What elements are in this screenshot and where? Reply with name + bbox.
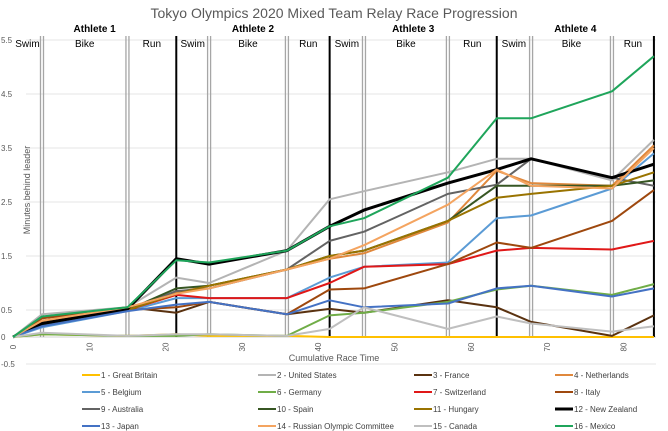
segment-label: Run: [624, 39, 642, 50]
y-tick-label: 0.5: [1, 306, 13, 315]
segment-label: Run: [299, 39, 317, 50]
y-axis-ticks: -0.5 0 0.5 1.5 2.5 3.5 4.5 5.5: [1, 36, 15, 369]
y-tick-label: -0.5: [1, 360, 15, 369]
legend-label: 8 - Italy: [574, 388, 600, 397]
y-tick-label: 5.5: [1, 36, 13, 45]
athlete-label: Athlete 2: [232, 24, 275, 35]
x-axis-title: Cumulative Race Time: [289, 353, 380, 363]
legend-label: 2 - United States: [277, 371, 337, 380]
series-line-15-canada: [12, 306, 655, 338]
segment-label: Run: [463, 39, 481, 50]
segment-label: Swim: [180, 39, 204, 50]
segment-label: Swim: [15, 39, 39, 50]
athlete-label: Athlete 3: [392, 24, 435, 35]
legend: 1 - Great Britain 2 - United States 3 - Fr…: [82, 371, 637, 431]
y-tick-label: 1.5: [1, 252, 13, 261]
legend-label: 6 - Germany: [277, 388, 321, 397]
y-tick-label: 2.5: [1, 198, 13, 207]
legend-label: 5 - Belgium: [101, 388, 142, 397]
legend-label: 3 - France: [433, 371, 470, 380]
athlete-label: Athlete 4: [554, 24, 597, 35]
y-tick-label: 0: [1, 333, 6, 342]
series-line-3-france: [12, 299, 655, 338]
x-tick-label: 20: [162, 342, 171, 351]
x-tick-label: 70: [543, 342, 552, 351]
legend-label: 12 - New Zealand: [574, 405, 637, 414]
x-axis-ticks: 0 10 20 30 40 50 60 70 80: [9, 342, 628, 351]
segment-label: Bike: [396, 39, 416, 50]
x-tick-label: 30: [238, 342, 247, 351]
y-axis-title: Minutes behind leader: [22, 146, 32, 235]
x-tick-label: 60: [467, 342, 476, 351]
athlete-label: Athlete 1: [74, 24, 117, 35]
segment-label: Bike: [238, 39, 258, 50]
y-tick-label: 4.5: [1, 90, 13, 99]
chart-title: Tokyo Olympics 2020 Mixed Team Relay Rac…: [150, 5, 517, 21]
segment-label: Bike: [75, 39, 95, 50]
legend-label: 9 - Australia: [101, 405, 144, 414]
segment-label: Swim: [502, 39, 526, 50]
x-tick-label: 80: [619, 342, 628, 351]
segment-label: Bike: [562, 39, 582, 50]
legend-label: 13 - Japan: [101, 422, 139, 431]
x-tick-label: 0: [9, 344, 18, 349]
legend-label: 10 - Spain: [277, 405, 313, 414]
series-line-16-mexico: [12, 55, 655, 338]
legend-label: 14 - Russian Olympic Committee: [277, 422, 394, 431]
x-tick-label: 40: [314, 342, 323, 351]
series-line-13-japan: [12, 284, 655, 338]
series-lines: [12, 55, 655, 339]
y-tick-label: 3.5: [1, 144, 13, 153]
legend-label: 4 - Netherlands: [574, 371, 629, 380]
legend-label: 11 - Hungary: [433, 405, 479, 414]
legend-label: 15 - Canada: [433, 422, 478, 431]
segment-label: Swim: [335, 39, 359, 50]
x-tick-label: 10: [85, 342, 94, 351]
legend-label: 16 - Mexico: [574, 422, 616, 431]
segment-label: Run: [143, 39, 161, 50]
x-tick-label: 50: [391, 342, 400, 351]
legend-label: 7 - Switzerland: [433, 388, 486, 397]
legend-label: 1 - Great Britain: [101, 371, 157, 380]
